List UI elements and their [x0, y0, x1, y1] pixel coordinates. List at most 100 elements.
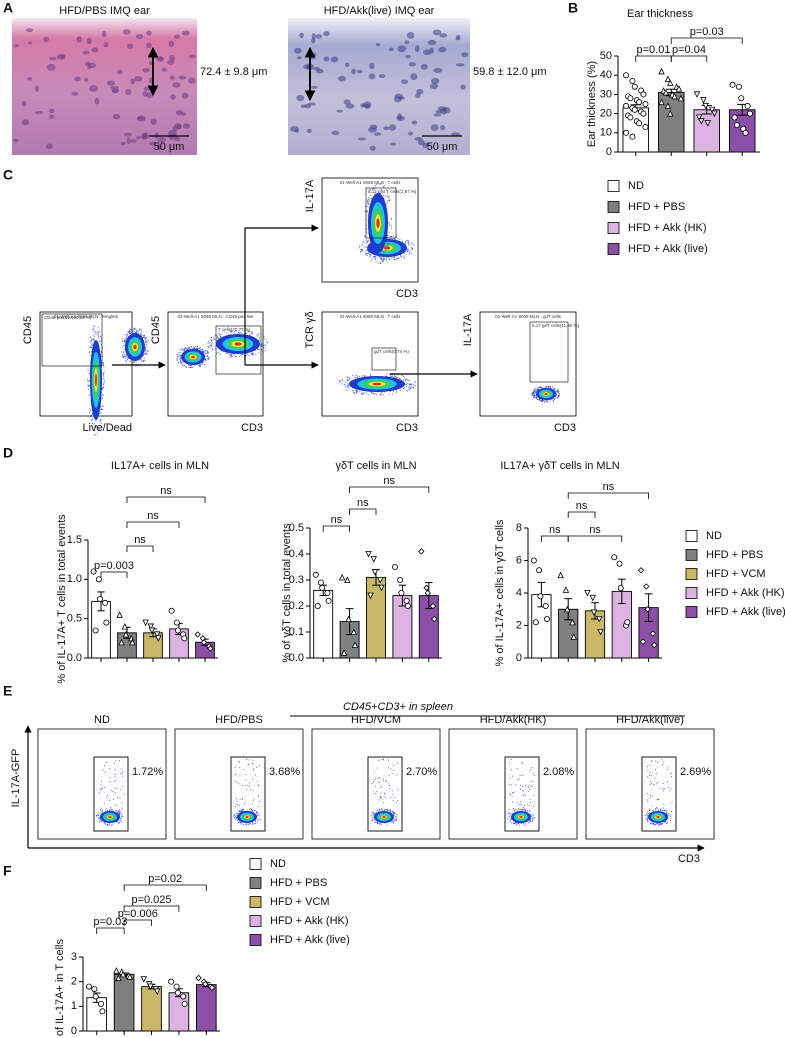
- event-dot: [403, 388, 404, 389]
- event-dot: [95, 332, 96, 333]
- y-tick-label: 2: [71, 976, 77, 988]
- event-dot: [371, 820, 372, 821]
- event-dot: [392, 811, 393, 812]
- event-dot: [384, 246, 385, 247]
- event-dot: [393, 823, 394, 824]
- nucleus: [85, 62, 91, 67]
- event-dot: [662, 809, 663, 810]
- data-point: [641, 92, 646, 97]
- event-dot: [145, 353, 146, 354]
- event-dot: [99, 331, 100, 332]
- event-dot: [382, 254, 383, 255]
- event-dot: [376, 791, 377, 792]
- event-dot: [180, 359, 181, 360]
- x-axis-label: CD3: [396, 422, 418, 434]
- event-dot: [520, 804, 521, 805]
- event-dot: [259, 334, 260, 335]
- nucleus: [398, 45, 407, 52]
- event-dot: [647, 766, 648, 767]
- event-dot: [101, 808, 102, 809]
- event-dot: [209, 342, 210, 343]
- event-dot: [212, 349, 213, 350]
- data-point: [544, 616, 549, 621]
- event-dot: [533, 390, 534, 391]
- event-dot: [124, 334, 125, 335]
- event-dot: [265, 347, 266, 348]
- event-dot: [649, 809, 650, 810]
- event-dot: [534, 775, 535, 776]
- thickness-label: 59.8 ± 12.0 μm: [473, 66, 547, 78]
- y-tick-label: 0.5: [289, 522, 304, 534]
- gate-label: T cells(70,77 %): [218, 327, 251, 332]
- event-dot: [257, 821, 258, 822]
- event-dot: [99, 792, 100, 793]
- event-dot: [237, 804, 238, 805]
- event-dot: [373, 792, 374, 793]
- data-point: [93, 994, 98, 999]
- nucleus: [127, 44, 133, 49]
- event-dot: [347, 380, 348, 381]
- legend-label: HFD + Akk (HK): [270, 915, 349, 927]
- gate-percent: 3.68%: [269, 766, 300, 778]
- image-title: HFD/Akk(live) IMQ ear: [324, 5, 435, 17]
- event-dot: [245, 774, 246, 775]
- event-dot: [647, 801, 648, 802]
- nucleus: [84, 78, 88, 82]
- event-dot: [511, 769, 512, 770]
- event-dot: [125, 358, 126, 359]
- nucleus: [418, 140, 425, 145]
- event-dot: [542, 401, 543, 402]
- data-point: [636, 121, 641, 126]
- event-dot: [529, 789, 530, 790]
- event-dot: [119, 812, 120, 813]
- section-title: CD45+CD3+ in spleen: [343, 701, 453, 713]
- significance-bracket: [636, 56, 672, 62]
- event-dot: [649, 775, 650, 776]
- event-dot: [104, 787, 105, 788]
- event-dot: [557, 391, 558, 392]
- y-tick-label: 0: [516, 652, 522, 664]
- data-point: [182, 636, 187, 641]
- nucleus: [26, 28, 33, 32]
- nucleus: [307, 129, 312, 133]
- event-dot: [89, 347, 90, 348]
- event-dot: [520, 785, 521, 786]
- data-point: [122, 624, 127, 629]
- event-dot: [214, 335, 215, 336]
- event-dot: [381, 786, 382, 787]
- data-point: [630, 134, 635, 139]
- event-dot: [668, 813, 669, 814]
- event-dot: [530, 802, 531, 803]
- event-dot: [406, 242, 407, 243]
- event-dot: [385, 809, 386, 810]
- event-dot: [529, 821, 530, 822]
- nucleus: [405, 55, 410, 59]
- event-dot: [102, 397, 103, 398]
- event-dot: [231, 356, 232, 357]
- event-dot: [533, 391, 534, 392]
- event-dot: [406, 240, 407, 241]
- nucleus: [430, 83, 438, 89]
- density-contour: [656, 816, 659, 818]
- event-dot: [536, 389, 537, 390]
- event-dot: [253, 769, 254, 770]
- event-dot: [93, 328, 94, 329]
- flow-plot: [322, 312, 418, 416]
- event-dot: [250, 808, 251, 809]
- y-tick-label: 0.4: [289, 548, 304, 560]
- data-point: [745, 103, 750, 108]
- event-dot: [397, 814, 398, 815]
- event-dot: [119, 797, 120, 798]
- event-dot: [533, 806, 534, 807]
- event-dot: [512, 801, 513, 802]
- event-dot: [185, 366, 186, 367]
- event-dot: [524, 805, 525, 806]
- significance-bracket: [671, 56, 707, 62]
- event-dot: [252, 810, 253, 811]
- event-dot: [667, 766, 668, 767]
- legend-label: HFD + Akk (live): [706, 606, 785, 618]
- event-dot: [369, 248, 370, 249]
- event-dot: [194, 365, 195, 366]
- data-point: [618, 586, 623, 591]
- event-dot: [100, 409, 101, 410]
